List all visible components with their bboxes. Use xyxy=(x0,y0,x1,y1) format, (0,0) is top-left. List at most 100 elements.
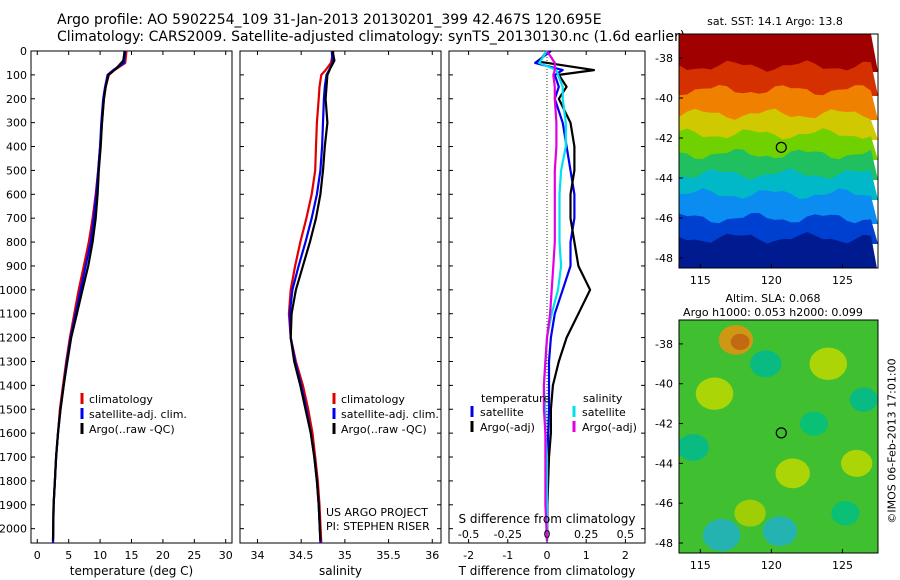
legend-label: Argo(-adj) xyxy=(582,421,637,434)
header-line-1: Argo profile: AO 5902254_109 31-Jan-2013… xyxy=(57,12,602,28)
s-tick-label: 0 xyxy=(544,528,551,541)
x-tick-label: 25 xyxy=(187,549,201,562)
sla-anomaly xyxy=(750,350,782,378)
sla-anomaly xyxy=(730,333,750,351)
s-tick-label: 0.5 xyxy=(617,528,635,541)
legend-label: climatology xyxy=(341,393,405,406)
x-tick-label: 36 xyxy=(425,549,439,562)
y-tick-label: -44 xyxy=(655,172,673,185)
series-line-t-argo-adj- xyxy=(538,50,596,541)
s-tick-label: -0.5 xyxy=(458,528,479,541)
x-axis-label: salinity xyxy=(319,564,362,578)
y-tick-label: -38 xyxy=(655,52,673,65)
sla-anomaly xyxy=(775,458,810,489)
sla_map-panel: 115 120 125 -38 -40 -42 -44 -46 -48 Altim. SLA: 0… xyxy=(655,292,879,572)
y-tick-label: 1400 xyxy=(0,379,27,392)
series-line-argo-raw-qc- xyxy=(289,50,336,541)
sla-anomaly xyxy=(679,433,709,461)
y-tick-label: 0 xyxy=(20,45,27,58)
x-tick-label: -2 xyxy=(463,549,474,562)
legend-label: Argo(-adj) xyxy=(480,421,535,434)
annotation-pi: PI: STEPHEN RISER xyxy=(326,520,430,533)
legend-label: Argo(..raw -QC) xyxy=(341,423,427,436)
legend-label: satellite xyxy=(480,406,524,419)
x-tick-label: 115 xyxy=(690,559,711,572)
s-tick-label: 0.25 xyxy=(574,528,599,541)
map-frame xyxy=(678,319,879,554)
x-tick-label: 1 xyxy=(583,549,590,562)
y-tick-label: 400 xyxy=(6,141,27,154)
argo-position-marker xyxy=(775,427,787,439)
y-tick-label: 800 xyxy=(6,236,27,249)
y-tick-label: 1300 xyxy=(0,355,27,368)
legend-label: satellite-adj. clim. xyxy=(89,408,187,421)
sla-anomaly xyxy=(762,516,798,546)
x-tick-label: 35.5 xyxy=(376,549,401,562)
x-tick-label: 120 xyxy=(761,559,782,572)
sla-anomaly xyxy=(841,449,873,477)
map-frame xyxy=(678,33,879,269)
x-tick-label: 35 xyxy=(338,549,352,562)
legend-title-salinity: salinity xyxy=(583,392,623,405)
x-tick-label: 15 xyxy=(125,549,139,562)
y-tick-label: -48 xyxy=(655,252,673,265)
y-tick-label: -48 xyxy=(655,537,673,550)
sst-band xyxy=(679,108,878,140)
y-tick-label: 1000 xyxy=(0,284,27,297)
y-tick-label: -38 xyxy=(655,338,673,351)
map-title: Altim. SLA: 0.068 xyxy=(725,292,820,305)
x-tick-label: 34 xyxy=(250,549,264,562)
legend-label: satellite-adj. clim. xyxy=(341,408,439,421)
sst-band xyxy=(679,34,878,72)
annotation-project: US ARGO PROJECT xyxy=(326,506,428,519)
x-tick-label: 125 xyxy=(832,274,853,287)
legend-title-temperature: temperature xyxy=(481,392,550,405)
x-axis-label-top: S difference from climatology xyxy=(459,512,636,526)
y-tick-label: 900 xyxy=(6,260,27,273)
y-tick-label: 1900 xyxy=(0,499,27,512)
temperature-panel: 0 5 10 15 20 25 300100200300400500600700800900… xyxy=(0,45,233,578)
sst-band xyxy=(679,60,878,96)
x-tick-label: 0 xyxy=(544,549,551,562)
header-line-2: Climatology: CARS2009. Satellite-adjuste… xyxy=(57,29,686,45)
x-axis-label: temperature (deg C) xyxy=(70,564,193,578)
y-tick-label: 1800 xyxy=(0,475,27,488)
y-tick-label: -42 xyxy=(655,418,673,431)
series-line-t-satellite xyxy=(534,50,576,541)
sla-anomaly xyxy=(809,347,848,381)
y-tick-label: 1100 xyxy=(0,308,27,321)
series-line-s-argo-adj- xyxy=(542,50,558,541)
x-axis-label: T difference from climatology xyxy=(458,564,636,578)
sst_map-panel: 115 120 125 -38 -40 -42 -44 -46 -48 sat. SST: 14.… xyxy=(655,15,879,287)
legend-label: climatology xyxy=(89,393,153,406)
s-tick-label: -0.25 xyxy=(494,528,522,541)
sla-anomaly xyxy=(849,387,878,412)
imos-stamp: ©IMOS 06-Feb-2013 17:01:00 xyxy=(885,358,899,524)
x-tick-label: 0 xyxy=(34,549,41,562)
sla-anomaly xyxy=(734,499,766,527)
y-tick-label: 600 xyxy=(6,188,27,201)
salinity-frame xyxy=(239,50,442,544)
x-tick-label: 10 xyxy=(93,549,107,562)
series-line-argo-raw-qc- xyxy=(51,50,126,541)
x-tick-label: 5 xyxy=(65,549,72,562)
x-tick-label: 115 xyxy=(690,274,711,287)
y-tick-label: -46 xyxy=(655,497,673,510)
sst-band xyxy=(679,188,878,224)
y-tick-label: 1700 xyxy=(0,451,27,464)
y-tick-label: -42 xyxy=(655,132,673,145)
y-tick-label: 2000 xyxy=(0,523,27,536)
y-tick-label: -40 xyxy=(655,92,673,105)
sst-band xyxy=(679,168,878,200)
y-tick-label: 100 xyxy=(6,69,27,82)
side-label: ©IMOS 06-Feb-2013 17:01:00 xyxy=(885,336,899,546)
legend-label: Argo(..raw -QC) xyxy=(89,423,175,436)
map-subtitle: Argo h1000: 0.053 h2000: 0.099 xyxy=(683,306,863,319)
x-tick-label: -1 xyxy=(502,549,513,562)
sla-anomaly xyxy=(695,377,734,410)
y-tick-label: 300 xyxy=(6,117,27,130)
y-tick-label: 200 xyxy=(6,93,27,106)
x-tick-label: 30 xyxy=(219,549,233,562)
argo-position-marker xyxy=(775,141,787,153)
